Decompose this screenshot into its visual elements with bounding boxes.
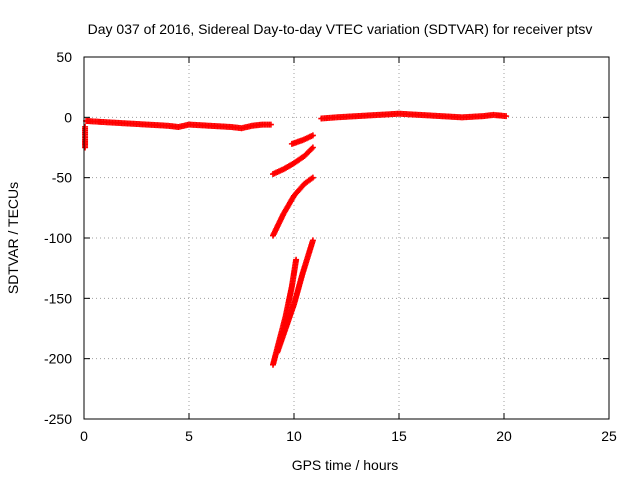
data-point [309, 237, 316, 244]
axis-ticks: 0 5 10 15 20 25 50 0 -50 -100 -150 -200 -250 [44, 49, 617, 444]
y-tick-label: 0 [64, 109, 72, 125]
data-point [309, 174, 316, 181]
y-tick-label: -250 [44, 411, 72, 427]
x-tick-label: 20 [496, 428, 512, 444]
data-points [82, 110, 510, 368]
plot-frame [83, 56, 610, 420]
y-axis-label: SDTVAR / TECUs [5, 182, 21, 294]
data-point [309, 144, 316, 151]
x-tick-label: 0 [80, 428, 88, 444]
y-tick-label: -200 [44, 351, 72, 367]
y-tick-label: -50 [52, 170, 72, 186]
y-tick-label: -100 [44, 230, 72, 246]
y-tick-label: -150 [44, 290, 72, 306]
data-point [503, 113, 510, 120]
y-tick-label: 50 [56, 49, 72, 65]
data-point [293, 256, 300, 263]
x-tick-label: 5 [185, 428, 193, 444]
x-tick-label: 25 [601, 428, 617, 444]
grid [84, 57, 609, 419]
data-point [267, 121, 274, 128]
data-point [82, 144, 89, 151]
x-axis-label: GPS time / hours [292, 457, 399, 473]
x-tick-label: 10 [286, 428, 302, 444]
chart-title: Day 037 of 2016, Sidereal Day-to-day VTE… [88, 21, 593, 37]
x-tick-label: 15 [391, 428, 407, 444]
data-point [309, 132, 316, 139]
